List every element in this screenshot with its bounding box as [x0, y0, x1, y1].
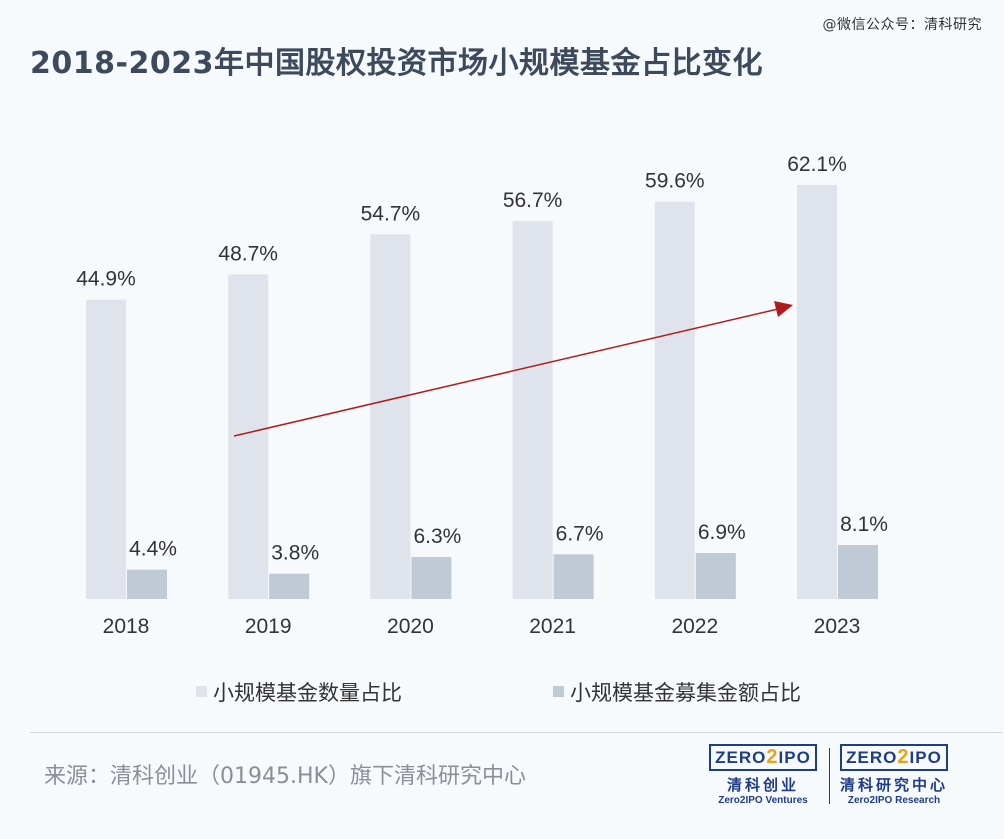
x-tick-label: 2022	[671, 615, 718, 638]
chart-title: 2018-2023年中国股权投资市场小规模基金占比变化	[30, 46, 763, 81]
bar-amount-share-2019	[269, 573, 310, 599]
logo-brand-mark: ZERO2IPO	[709, 744, 817, 771]
watermark: @微信公众号：清科研究	[822, 17, 982, 33]
logo-brand-mark: ZERO2IPO	[840, 744, 948, 771]
bar-count-share-2018	[86, 299, 126, 599]
data-label: 48.7%	[218, 242, 278, 265]
data-label: 6.9%	[698, 521, 746, 544]
bar-amount-share-2023	[838, 545, 878, 599]
legend: 小规模基金数量占比 小规模基金募集金额占比	[196, 681, 801, 705]
data-label: 6.3%	[413, 525, 461, 548]
legend-label: 小规模基金数量占比	[213, 681, 402, 705]
data-label: 56.7%	[503, 189, 563, 212]
bar-amount-share-2021	[553, 554, 594, 599]
legend-label: 小规模基金募集金额占比	[570, 681, 801, 705]
logo-cn-text: 清科创业	[726, 776, 799, 794]
data-label: 3.8%	[271, 542, 319, 565]
bar-amount-share-2018	[127, 569, 167, 599]
data-label: 54.7%	[361, 202, 421, 225]
x-tick-label: 2018	[103, 615, 150, 638]
data-label: 6.7%	[556, 522, 604, 545]
logo-zero2ipo-research: ZERO2IPO 清科研究中心 Zero2IPO Research	[838, 744, 950, 806]
bar-count-share-2023	[797, 185, 837, 599]
data-label: 44.9%	[76, 268, 136, 291]
data-label: 8.1%	[840, 513, 888, 536]
source-note: 来源：清科创业（01945.HK）旗下清科研究中心	[44, 764, 526, 789]
trend-arrow-head	[774, 301, 793, 317]
logo-zero2ipo-ventures: ZERO2IPO 清科创业 Zero2IPO Ventures	[707, 744, 819, 806]
bar-count-share-2021	[512, 221, 553, 599]
x-tick-label: 2023	[814, 615, 861, 638]
bars-group	[86, 185, 878, 600]
bar-chart: 44.9% 4.4% 48.7% 3.8% 54.7% 6.3% 56.7% 6.7% 59.6…	[76, 153, 888, 705]
legend-swatch	[553, 686, 564, 697]
bar-count-share-2020	[370, 234, 411, 600]
trend-arrow	[233, 301, 793, 437]
data-label: 62.1%	[787, 153, 847, 176]
bar-amount-share-2020	[411, 557, 452, 599]
logo-en-text: Zero2IPO Ventures	[718, 795, 808, 806]
x-tick-label: 2021	[529, 615, 576, 638]
bar-labels-group: 44.9% 4.4% 48.7% 3.8% 54.7% 6.3% 56.7% 6.7% 59.6…	[76, 153, 888, 565]
x-tick-label: 2020	[387, 615, 434, 638]
data-label: 4.4%	[129, 538, 177, 561]
logo-en-text: Zero2IPO Research	[847, 795, 941, 806]
logo-separator	[829, 748, 830, 804]
legend-swatch	[196, 686, 207, 697]
bar-amount-share-2022	[695, 553, 736, 599]
x-tick-labels-group: 2018 2019 2020 2021 2022 2023	[103, 615, 861, 638]
data-label: 59.6%	[645, 170, 705, 193]
x-tick-label: 2019	[245, 615, 292, 638]
footer-divider	[30, 732, 1002, 733]
logo-cn-text: 清科研究中心	[839, 776, 948, 794]
trend-arrow-line	[233, 308, 779, 437]
bar-count-share-2019	[228, 274, 269, 599]
bar-count-share-2022	[654, 201, 695, 599]
